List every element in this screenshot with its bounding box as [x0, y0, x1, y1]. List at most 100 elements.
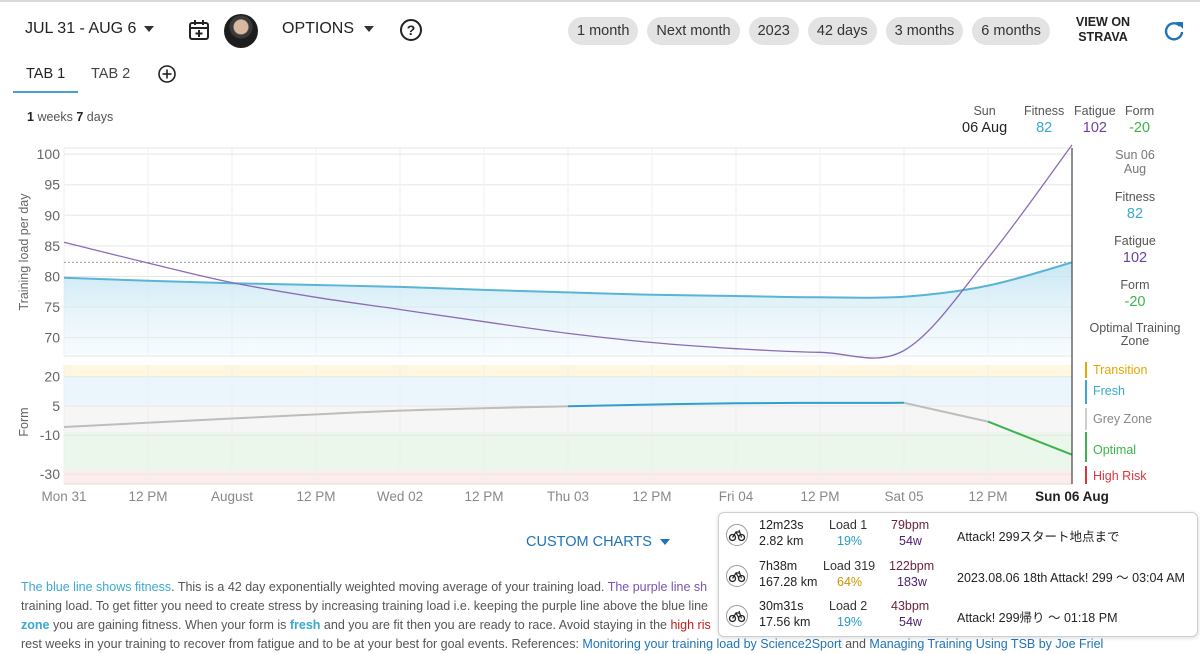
description-text-3a: you are gaining fitness. When your form …	[49, 618, 290, 632]
x-tick-label: 12 PM	[632, 489, 671, 504]
chip-next-month[interactable]: Next month	[647, 17, 740, 45]
chip-6-months[interactable]: 6 months	[972, 17, 1050, 45]
sidebar-date: Sun 06 Aug	[1085, 148, 1185, 176]
view-on-strava-button[interactable]: VIEW ON STRAVA	[1075, 15, 1131, 44]
activity-time: 30m31s	[759, 599, 804, 613]
training-load-chart[interactable]: 100 95 90 85 80 75 70 20 5 -10 -30 Mon 31 12 PM Aug…	[0, 0, 1200, 510]
x-tick-label: 12 PM	[296, 489, 335, 504]
y-tick-label: 5	[52, 398, 60, 414]
chevron-down-icon	[364, 26, 375, 32]
summary-fatigue: Fatigue 102	[1074, 104, 1116, 136]
sidebar-form-label: Form	[1120, 278, 1150, 292]
description-line-3: zone you are gaining fitness. When your …	[21, 616, 1171, 635]
sidebar-fitness-label: Fitness	[1114, 190, 1156, 204]
bike-icon	[726, 524, 748, 546]
activity-name: Attack! 299スタート地点まで	[957, 530, 1120, 544]
activity-distance: 167.28 km	[759, 575, 818, 589]
sidebar-form: Form -20	[1085, 278, 1185, 310]
activity-row[interactable]: 12m23s 2.82 km Load 1 19% 79bpm 54w Atta…	[719, 515, 1199, 553]
y-axis-label-training-load: Training load per day	[17, 193, 31, 311]
link-joe-friel[interactable]: Managing Training Using TSB by Joe Friel	[869, 637, 1104, 651]
summary-fitness: Fitness 82	[1024, 104, 1064, 136]
tab-bar: TAB 1 TAB 2	[0, 58, 300, 94]
link-science2sport[interactable]: Monitoring your training load by Science…	[582, 637, 842, 651]
fitness-explain-blue: The blue line shows fitness	[21, 580, 172, 594]
activity-power: 183w	[897, 575, 927, 589]
sidebar-date-line2: Aug	[1123, 162, 1147, 176]
x-tick-label: 12 PM	[128, 489, 167, 504]
custom-charts-button[interactable]: CUSTOM CHARTS	[526, 534, 670, 550]
activity-row[interactable]: 7h38m 167.28 km Load 319 64% 122bpm 183w…	[719, 556, 1199, 594]
options-menu[interactable]: OPTIONS	[282, 20, 375, 38]
summary-fatigue-value: 102	[1082, 120, 1107, 136]
chip-42-days[interactable]: 42 days	[807, 17, 877, 45]
sidebar-optimal-zone-line1: Optimal Training	[1089, 321, 1181, 335]
description-line-2: training load. To get fitter you need to…	[21, 599, 709, 613]
period-length: 1 weeks 7 days	[27, 110, 113, 124]
sidebar-date-line1: Sun 06	[1115, 148, 1155, 162]
days-count: 7	[76, 110, 84, 124]
fresh-word: fresh	[289, 618, 321, 632]
y-tick-label: 100	[37, 146, 61, 162]
zone-word: zone	[21, 618, 50, 632]
summary-fitness-value: 82	[1036, 120, 1053, 136]
y-tick-label: 80	[44, 268, 60, 284]
date-range-label: JUL 31 - AUG 6	[25, 20, 137, 37]
activity-load: Load 319	[823, 559, 876, 573]
form-line-optimal	[987, 420, 1073, 456]
period-chips: 1 month Next month 2023 42 days 3 months…	[568, 17, 1050, 45]
y-axis-bottom: 20 5 -10 -30	[40, 369, 60, 483]
high-risk-word: high ris	[670, 618, 711, 632]
add-tab-icon[interactable]	[158, 65, 176, 83]
x-axis: Mon 31 12 PM August 12 PM Wed 02 12 PM Thu 03 1…	[41, 489, 1108, 504]
fatigue-line	[63, 144, 1073, 359]
calendar-add-icon[interactable]	[188, 19, 210, 41]
zone-label-transition: Transition	[1093, 363, 1148, 377]
zone-label-optimal: Optimal	[1093, 443, 1137, 457]
zone-bar-grey	[1085, 408, 1087, 430]
custom-charts-label: CUSTOM CHARTS	[526, 534, 652, 550]
y-tick-label: 70	[44, 330, 60, 346]
activity-hr: 79bpm	[891, 518, 930, 532]
sidebar-fitness-value: 82	[1126, 206, 1144, 222]
zone-label-grey: Grey Zone	[1093, 412, 1153, 426]
help-icon[interactable]: ?	[400, 19, 422, 41]
refresh-icon[interactable]	[1163, 20, 1185, 42]
description-text-4: rest weeks in your training to recover f…	[21, 637, 583, 651]
bike-icon	[726, 565, 748, 587]
options-label: OPTIONS	[282, 20, 355, 37]
fatigue-explain-purple: The purple line sh	[607, 580, 708, 594]
activity-power: 54w	[899, 534, 922, 548]
date-range-selector[interactable]: JUL 31 - AUG 6	[25, 20, 155, 38]
activity-load-pct: 19%	[837, 615, 863, 629]
bike-icon	[726, 605, 748, 627]
activity-row[interactable]: 30m31s 17.56 km Load 2 19% 43bpm 54w Att…	[719, 596, 1199, 634]
sidebar-fatigue-label: Fatigue	[1114, 234, 1156, 248]
activity-time: 7h38m	[759, 559, 798, 573]
x-tick-label: 12 PM	[800, 489, 839, 504]
zone-bar-optimal	[1085, 432, 1087, 462]
avatar[interactable]	[224, 14, 258, 48]
x-tick-label: Sat 05	[884, 489, 923, 504]
tab-1[interactable]: TAB 1	[26, 66, 66, 82]
weeks-count: 1	[27, 110, 34, 124]
form-line-grey	[63, 401, 989, 428]
chip-2023[interactable]: 2023	[748, 17, 799, 45]
x-tick-label: August	[211, 489, 253, 504]
sidebar-fitness: Fitness 82	[1085, 190, 1185, 222]
description-text-1: . This is a 42 day exponentially weighte…	[171, 580, 608, 594]
sidebar-optimal-zone-line2: Zone	[1120, 334, 1150, 348]
y-tick-label: 20	[44, 369, 60, 385]
chevron-down-icon	[659, 539, 670, 545]
days-word: days	[86, 110, 114, 124]
activity-name: 2023.08.06 18th Attack! 299 ～ 03:04 AM	[957, 571, 1185, 585]
description-text-3b: and you are fit then you are ready to ra…	[320, 618, 671, 632]
summary-date-value: 06 Aug	[962, 120, 1008, 136]
summary-fatigue-label: Fatigue	[1074, 104, 1116, 118]
chip-3-months[interactable]: 3 months	[885, 17, 964, 45]
chip-1-month[interactable]: 1 month	[568, 17, 639, 45]
activity-distance: 17.56 km	[759, 615, 811, 629]
tab-2[interactable]: TAB 2	[91, 66, 131, 82]
zone-bar-transition	[1085, 362, 1087, 378]
summary-form: Form -20	[1125, 104, 1154, 136]
